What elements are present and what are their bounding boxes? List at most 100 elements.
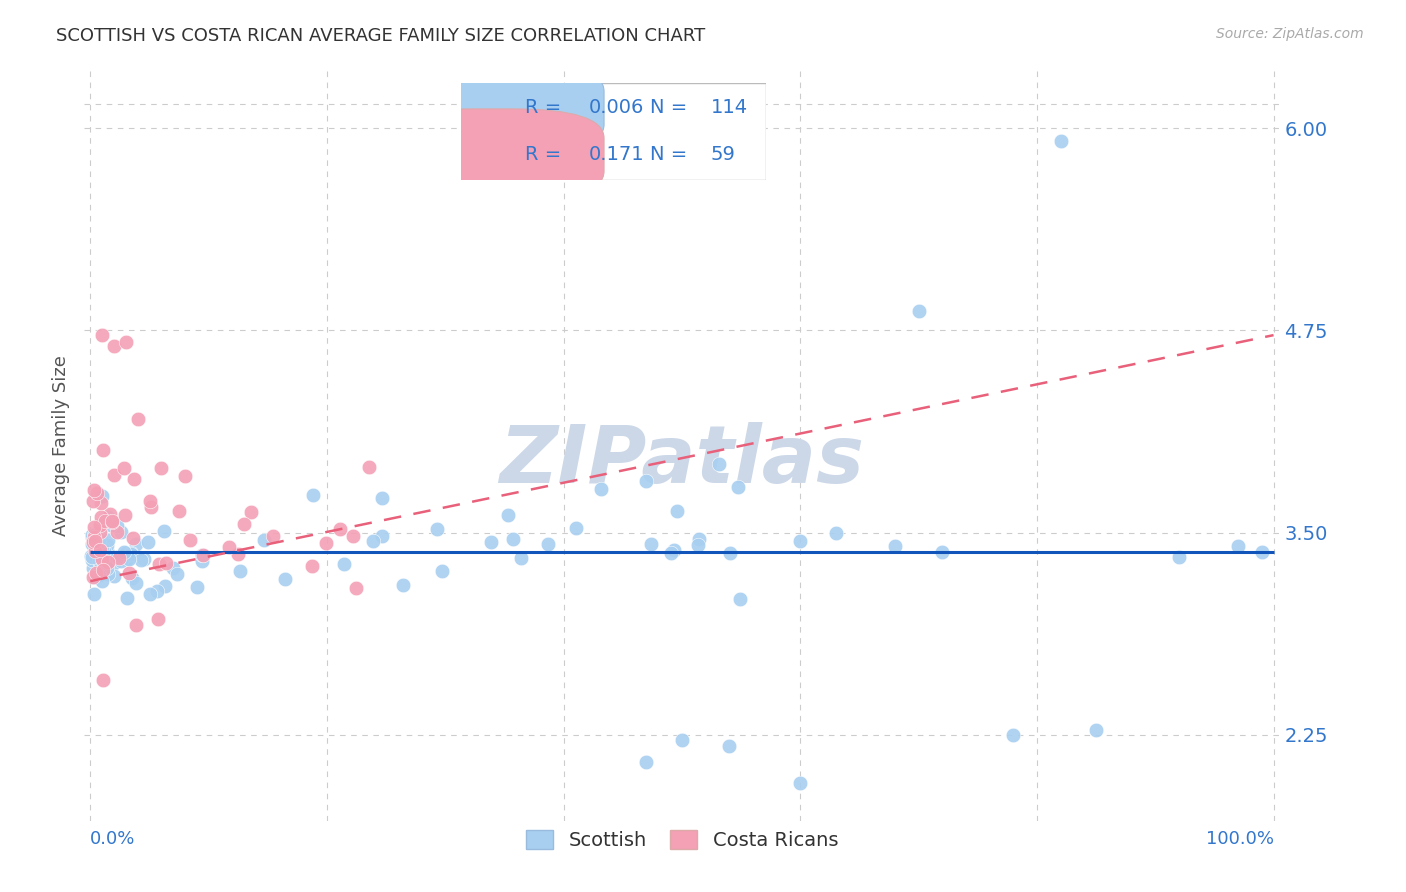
Point [101,514,124,528]
Point [883,539,905,553]
Point [103,515,125,529]
Point [91,673,114,687]
Point [96,551,118,566]
Point [90,496,112,510]
Point [83,586,105,600]
Point [191,548,214,562]
Y-axis label: Average Family Size: Average Family Size [52,356,70,536]
Point [84,544,107,558]
Point [89,542,111,557]
Point [166,567,188,582]
Point [84,569,107,583]
Point [707,457,730,471]
Point [640,536,662,550]
Point [789,776,811,790]
Point [98,507,121,521]
Point [191,554,214,568]
Point [96,538,118,552]
Point [153,579,176,593]
Point [1085,723,1108,737]
Point [100,518,122,533]
Point [80,550,103,565]
Point [93,442,115,457]
Point [718,546,741,560]
Point [83,548,105,562]
Point [139,493,162,508]
Point [371,529,394,543]
Point [84,537,107,551]
Point [153,524,176,538]
Point [139,587,162,601]
Point [84,566,107,580]
Point [97,567,120,582]
Point [97,546,120,560]
Point [115,546,138,560]
Point [89,524,111,539]
Point [315,536,337,550]
Point [91,540,114,554]
Point [496,508,519,523]
Point [120,547,142,561]
Point [91,328,114,343]
Point [342,529,364,543]
Point [931,545,953,559]
Point [115,591,138,605]
Point [101,515,124,529]
Point [87,540,110,554]
Point [108,551,131,566]
Text: SCOTTISH VS COSTA RICAN AVERAGE FAMILY SIZE CORRELATION CHART: SCOTTISH VS COSTA RICAN AVERAGE FAMILY S… [56,27,706,45]
Point [83,527,105,541]
Point [86,485,108,500]
Point [333,557,356,571]
Point [94,514,117,528]
Text: 100.0%: 100.0% [1205,830,1274,848]
Point [688,538,710,552]
Point [97,556,120,570]
Point [110,525,132,540]
Point [89,519,111,533]
Point [301,558,323,573]
Point [636,756,658,770]
Point [120,546,142,560]
Point [688,532,710,546]
Point [371,491,394,506]
Point [80,553,103,567]
Point [82,534,104,549]
Point [179,533,201,547]
Point [103,468,125,483]
Point [193,548,215,562]
Point [110,554,132,568]
Point [125,537,148,551]
Point [824,525,846,540]
Point [82,561,104,575]
Point [146,612,169,626]
Point [665,503,688,517]
Point [87,535,110,549]
Point [121,571,143,585]
Point [87,568,110,582]
Legend: Scottish, Costa Ricans: Scottish, Costa Ricans [516,821,848,860]
Point [83,483,105,498]
Point [591,483,613,497]
Point [97,533,120,547]
Point [91,516,114,531]
Point [132,552,155,566]
Point [91,489,114,503]
Point [789,533,811,548]
Point [89,552,111,566]
Point [125,618,148,632]
Point [659,546,682,560]
Point [118,551,141,566]
Point [479,534,502,549]
Point [103,556,125,570]
Point [96,566,118,580]
Point [146,583,169,598]
Point [82,494,104,508]
Point [167,504,190,518]
Point [84,568,107,582]
Point [83,530,105,544]
Point [1250,545,1272,559]
Text: ZIPatlas: ZIPatlas [499,422,865,500]
Point [105,518,128,533]
Point [112,545,135,559]
